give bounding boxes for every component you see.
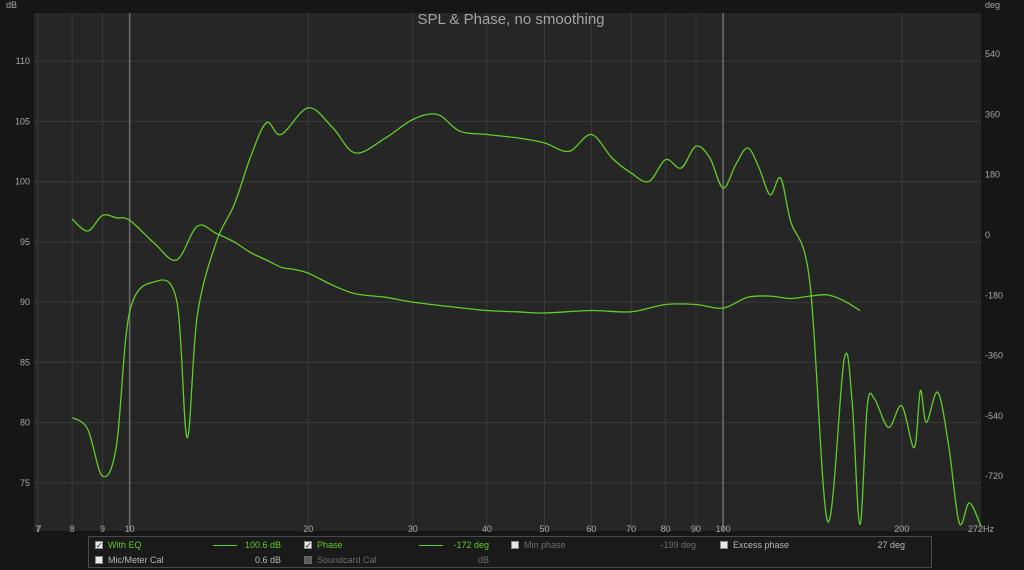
x-tick-label: 90 [691, 524, 701, 534]
excess-phase-label: Excess phase [733, 540, 790, 550]
y-right-tick-label: -720 [985, 471, 1003, 481]
x-tick-label: 70 [626, 524, 636, 534]
y-left-tick-label: 80 [20, 418, 30, 428]
y-right-tick-label: 180 [985, 170, 1000, 180]
legend-panel: ✓ With EQ 100.6 dB ✓ Phase -172 deg Min … [88, 536, 932, 568]
y-right-tick-labels: -720 -540 -360 -180 0 180 360 540 [985, 49, 1003, 481]
legend-soundcard-cal[interactable]: Soundcard Cal dB [304, 553, 489, 568]
y-right-tick-label: 0 [985, 230, 990, 240]
y-right-tick-label: 540 [985, 49, 1000, 59]
y-left-tick-label: 95 [20, 237, 30, 247]
series-line-phase [71, 107, 982, 527]
y-right-tick-label: 360 [985, 109, 1000, 119]
x-tick-label: 100 [716, 524, 731, 534]
y-left-tick-label: 90 [20, 297, 30, 307]
mic-cal-checkbox[interactable] [95, 556, 103, 564]
phase-label: Phase [317, 540, 343, 550]
y-left-tick-label: 100 [15, 177, 30, 187]
chart-title: SPL & Phase, no smoothing [417, 11, 604, 28]
y-left-tick-labels: 75 80 85 90 95 100 105 110 [15, 56, 30, 488]
x-end-label: 272Hz [968, 524, 995, 534]
x-tick-label: 50 [539, 524, 549, 534]
x-tick-label: 20 [303, 524, 313, 534]
series-line-with-eq [71, 214, 861, 314]
y-left-tick-label: 85 [20, 357, 30, 367]
y-right-tick-label: -180 [985, 290, 1003, 300]
legend-phase[interactable]: ✓ Phase -172 deg [304, 538, 489, 553]
x-tick-label: 9 [100, 524, 105, 534]
y-left-tick-label: 110 [16, 56, 30, 66]
excess-phase-value: 27 deg [877, 540, 905, 550]
mic-cal-value: 0.6 dB [254, 555, 281, 565]
phase-swatch [419, 545, 443, 546]
phase-value: -172 deg [453, 540, 489, 550]
mic-cal-label: Mic/Meter Cal [108, 555, 164, 565]
grid [34, 13, 981, 531]
min-phase-value: -199 deg [660, 540, 696, 550]
with-eq-swatch [213, 545, 237, 546]
soundcard-cal-checkbox[interactable] [304, 556, 312, 564]
x-tick-label: 8 [70, 524, 75, 534]
legend-with-eq[interactable]: ✓ With EQ 100.6 dB [95, 538, 281, 553]
y-left-unit-label: dB [6, 0, 17, 10]
with-eq-label: With EQ [108, 540, 142, 550]
x-tick-label: 10 [125, 524, 135, 534]
plot-area [34, 13, 981, 531]
y-left-tick-label: 75 [20, 478, 30, 488]
min-phase-label: Min phase [524, 540, 566, 550]
y-right-tick-label: -540 [985, 411, 1003, 421]
x-tick-label: 60 [586, 524, 596, 534]
soundcard-cal-value: dB [477, 555, 489, 565]
with-eq-checkbox[interactable]: ✓ [95, 541, 103, 550]
x-tick-label: 7 [35, 524, 40, 534]
min-phase-checkbox[interactable] [511, 541, 519, 549]
y-right-tick-label: -360 [985, 351, 1003, 361]
y-right-unit-label: deg [985, 0, 1000, 10]
x-tick-label: 30 [408, 524, 418, 534]
x-tick-label: 40 [482, 524, 492, 534]
x-tick-labels: 7 8 9 10 20 30 40 50 60 70 80 90 100 200 [35, 524, 909, 534]
y-left-tick-label: 105 [15, 116, 30, 126]
excess-phase-checkbox[interactable] [720, 541, 728, 549]
legend-min-phase[interactable]: Min phase -199 deg [511, 538, 696, 553]
x-extra-tick-label: 7 [36, 524, 41, 534]
x-tick-label: 80 [661, 524, 671, 534]
series-group [71, 107, 982, 527]
soundcard-cal-label: Soundcard Cal [317, 555, 377, 565]
legend-excess-phase[interactable]: Excess phase 27 deg [720, 538, 905, 553]
x-tick-label: 200 [894, 524, 909, 534]
phase-checkbox[interactable]: ✓ [304, 541, 312, 550]
with-eq-value: 100.6 dB [244, 540, 281, 550]
legend-mic-cal[interactable]: Mic/Meter Cal 0.6 dB [95, 553, 281, 568]
